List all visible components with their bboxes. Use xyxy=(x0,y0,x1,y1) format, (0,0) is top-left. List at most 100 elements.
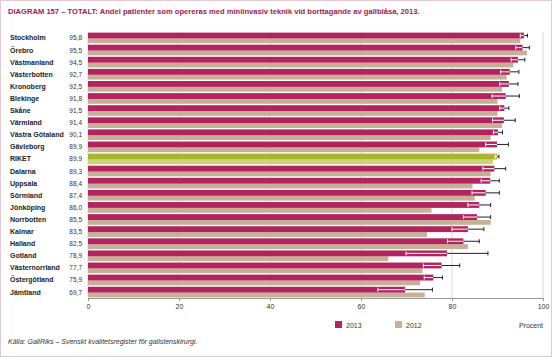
data-label: 95,8 xyxy=(69,34,82,41)
error-bar-cap xyxy=(515,46,516,50)
error-bar-high xyxy=(504,120,515,121)
error-bar-low xyxy=(501,71,510,72)
data-label: 69,7 xyxy=(69,289,82,296)
error-bar-cap xyxy=(508,142,509,146)
error-bar-low xyxy=(492,96,506,97)
error-bar xyxy=(520,34,527,38)
bar-2012 xyxy=(88,293,425,298)
bar-2013 xyxy=(88,178,490,184)
error-bar-cap xyxy=(479,239,480,243)
error-bar xyxy=(501,70,519,74)
error-bar-cap xyxy=(529,46,530,50)
category-label: Jämtland xyxy=(10,289,41,296)
chart-svg: DIAGRAM 157 – TOTALT: Andel patienter so… xyxy=(0,0,552,357)
error-bar-low xyxy=(500,83,509,84)
category-label: Västerbotten xyxy=(10,71,53,78)
error-bar-cap xyxy=(483,227,484,231)
error-bar-cap xyxy=(442,276,443,280)
bar-2013 xyxy=(88,202,479,208)
error-bar xyxy=(516,46,530,50)
error-bar-high xyxy=(506,96,520,97)
bar-2013 xyxy=(88,250,447,256)
error-bar-cap xyxy=(519,94,520,98)
category-label: Västra Götaland xyxy=(10,131,64,138)
error-bar-low xyxy=(468,204,479,205)
error-bar xyxy=(492,94,519,98)
grid-line xyxy=(543,32,544,298)
bar-2013 xyxy=(88,69,510,75)
bar-2013 xyxy=(88,214,477,220)
error-bar xyxy=(511,58,525,62)
category-label: Örebro xyxy=(10,46,33,54)
error-bar-cap xyxy=(517,82,518,86)
tick-label: 60 xyxy=(358,303,366,310)
error-bar xyxy=(378,288,433,292)
error-bar-high xyxy=(494,168,505,169)
error-bar-low xyxy=(452,229,468,230)
bar-2013 xyxy=(88,275,433,281)
error-bar-cap xyxy=(447,239,448,243)
error-bar-high xyxy=(463,241,479,242)
error-bar-low xyxy=(500,108,505,109)
data-labels: 95,895,594,592,792,591,891,591,490,189,9… xyxy=(69,34,82,295)
category-label: Stockholm xyxy=(10,34,46,41)
tick: 20 xyxy=(176,298,184,310)
bar-2013 xyxy=(88,57,518,63)
bar-2012 xyxy=(88,135,491,140)
error-bar-high xyxy=(518,59,525,60)
error-bar-cap xyxy=(524,58,525,62)
bar-2013 xyxy=(88,81,509,87)
error-bar-high xyxy=(498,132,503,133)
bars xyxy=(88,33,529,298)
category-label: Gävleborg xyxy=(10,143,45,151)
error-bar xyxy=(500,82,518,86)
bar-2013 xyxy=(88,287,405,293)
error-bar xyxy=(406,251,488,255)
error-bar-high xyxy=(504,108,509,109)
bar-2013 xyxy=(88,142,497,148)
tick: 0 xyxy=(87,298,91,310)
source: Källa: GallRiks – Svenskt kvalitetsregis… xyxy=(8,338,198,346)
error-bar-cap xyxy=(452,227,453,231)
tick: 80 xyxy=(449,298,457,310)
error-bar-high xyxy=(442,265,460,266)
error-bar-cap xyxy=(481,179,482,183)
error-bar-cap xyxy=(520,34,521,38)
error-bar-cap xyxy=(485,142,486,146)
data-label: 88,4 xyxy=(69,180,82,187)
error-bar-high xyxy=(479,204,490,205)
error-bar-low xyxy=(463,217,477,218)
error-bar-low xyxy=(472,192,486,193)
error-bar-cap xyxy=(499,191,500,195)
tick-label: 0 xyxy=(87,303,91,310)
tick: 60 xyxy=(358,298,366,310)
error-bar-cap xyxy=(508,106,509,110)
bar-2013 xyxy=(88,129,498,135)
error-bar xyxy=(492,118,515,122)
category-label: Skåne xyxy=(10,107,31,114)
bar-2012 xyxy=(88,268,422,273)
data-label: 83,5 xyxy=(69,228,82,235)
category-label: Kronoberg xyxy=(10,83,46,91)
category-label: Uppsala xyxy=(10,180,37,188)
frame xyxy=(1,1,552,357)
category-label: Jönköping xyxy=(10,204,45,212)
bar-2012 xyxy=(88,111,498,116)
error-bars xyxy=(378,34,530,292)
data-label: 91,4 xyxy=(69,119,82,126)
error-bar-low xyxy=(447,241,463,242)
tick-mark xyxy=(270,298,271,301)
error-bar-cap xyxy=(490,203,491,207)
data-label: 75,9 xyxy=(69,276,82,283)
bar-2013 xyxy=(88,166,494,172)
tick-label: 20 xyxy=(176,303,184,310)
error-bar-cap xyxy=(518,70,519,74)
error-bar-high xyxy=(433,277,442,278)
error-bar-cap xyxy=(498,155,499,159)
bar-2012 xyxy=(88,281,420,286)
error-bar-low xyxy=(516,47,523,48)
legend-swatch xyxy=(335,321,342,328)
error-bar-cap xyxy=(515,118,516,122)
error-bar-high xyxy=(523,47,530,48)
error-bar xyxy=(463,215,490,219)
